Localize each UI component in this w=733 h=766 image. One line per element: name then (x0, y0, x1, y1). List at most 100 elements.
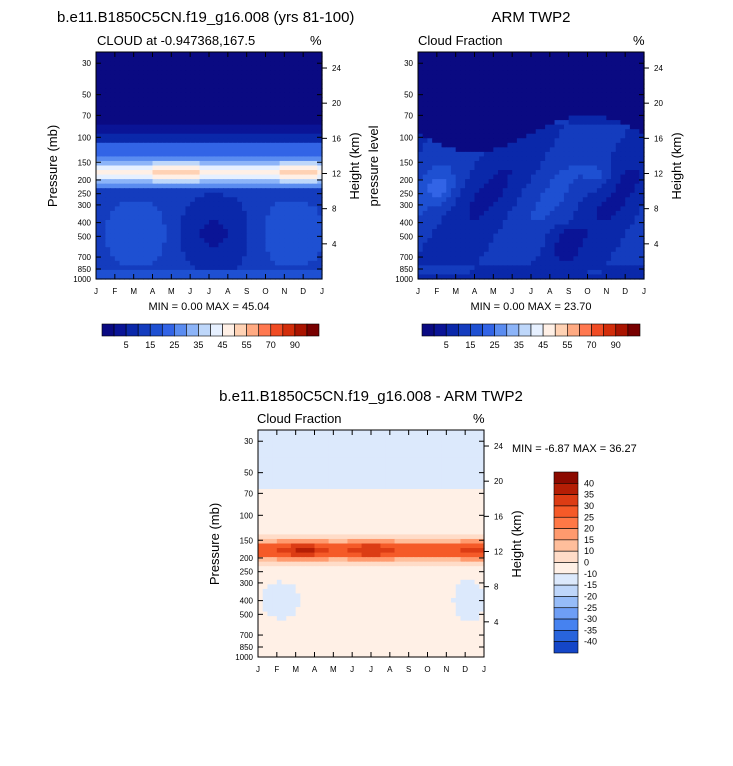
model-field-cell (105, 269, 111, 276)
obs-field-cell (578, 197, 584, 203)
obs-field-cell (629, 192, 636, 198)
model-field-cell (176, 274, 182, 280)
model-field-cell (124, 92, 130, 98)
model-field-cell (100, 92, 107, 98)
obs-field-cell (587, 188, 593, 194)
model-field-cell (279, 206, 285, 212)
model-field-cell (180, 111, 187, 117)
obs-field-cell (465, 274, 471, 280)
obs-field-cell (526, 233, 532, 239)
obs-field-cell (483, 238, 490, 244)
obs-field-cell (625, 215, 631, 221)
obs-field-cell (634, 219, 640, 226)
obs-field-cell (498, 192, 504, 198)
obs-field-cell (483, 201, 490, 207)
obs-field-cell (596, 238, 603, 244)
obs-field-cell (531, 233, 537, 239)
obs-field-cell (582, 197, 589, 203)
model-field-cell (289, 74, 295, 80)
obs-field-cell (427, 79, 433, 85)
obs-field-cell (474, 188, 480, 194)
obs-field-cell (625, 170, 631, 176)
obs-field-cell (540, 210, 546, 217)
obs-field-cell (418, 206, 424, 212)
obs-field-cell (559, 142, 565, 148)
obs-field-cell (615, 133, 622, 139)
obs-field-cell (465, 265, 471, 271)
obs-field-cell (578, 242, 584, 248)
obs-field-cell (498, 65, 504, 71)
model-field-cell (166, 52, 172, 58)
model-field-cell (171, 156, 177, 162)
obs-field-cell (582, 174, 589, 180)
obs-field-cell (573, 142, 579, 148)
model-field-cell (161, 242, 168, 248)
obs-field-cell (596, 147, 603, 153)
model-field-cell (161, 61, 168, 67)
obs-field-cell (507, 111, 513, 117)
obs-field-cell (516, 188, 523, 194)
obs-field-cell (549, 142, 556, 148)
model-field-cell (307, 210, 314, 217)
obs-field-cell (432, 52, 438, 58)
model-field-cell (303, 265, 309, 271)
obs-field-cell (507, 210, 513, 217)
model-field-cell (246, 233, 252, 239)
model-field-cell (298, 188, 304, 194)
obs-field-cell (535, 206, 542, 212)
model-field-cell (119, 265, 125, 271)
model-field-cell (105, 83, 111, 89)
obs-field-cell (483, 115, 490, 121)
obs-field-cell (455, 106, 461, 112)
pressure-tick-label: 70 (404, 111, 413, 120)
model-field-cell (213, 56, 220, 62)
model-field-cell (138, 120, 144, 126)
model-field-cell (251, 197, 257, 203)
model-field-cell (152, 210, 158, 217)
obs-field-cell (526, 265, 532, 271)
obs-field-cell (498, 242, 504, 248)
obs-field-cell (587, 52, 593, 58)
model-field-cell (270, 201, 276, 207)
obs-field-cell (535, 120, 542, 126)
obs-field-cell (441, 192, 447, 198)
model-field-cell (284, 210, 290, 217)
model-field-cell (128, 192, 135, 198)
obs-field-cell (563, 79, 570, 85)
obs-field-cell (436, 138, 443, 144)
model-field-cell (298, 224, 304, 230)
model-field-cell (199, 83, 205, 89)
model-field-cell (223, 160, 229, 167)
obs-field-cell (563, 142, 570, 148)
obs-field-cell (596, 233, 603, 239)
model-field-cell (303, 233, 309, 239)
obs-field-cell (545, 238, 551, 244)
obs-field-cell (620, 101, 626, 108)
model-field-cell (100, 256, 107, 262)
obs-field-cell (455, 124, 461, 130)
obs-field-cell (488, 101, 494, 108)
model-field-cell (152, 215, 158, 221)
model-field-cell (114, 224, 121, 230)
obs-field-cell (563, 260, 570, 266)
model-field-cell (284, 74, 290, 80)
obs-field-cell (578, 65, 584, 71)
obs-field-cell (512, 79, 518, 85)
model-field-cell (176, 265, 182, 271)
obs-field-cell (573, 192, 579, 198)
model-field-cell (152, 83, 158, 89)
model-field-cell (223, 156, 229, 162)
obs-field-cell (611, 147, 617, 153)
obs-field-cell (554, 70, 560, 76)
obs-field-cell (611, 210, 617, 217)
model-field-cell (185, 265, 191, 271)
model-field-cell (303, 142, 309, 148)
model-field-cell (260, 206, 267, 212)
model-field-cell (157, 101, 163, 108)
obs-field-cell (549, 65, 556, 71)
model-labelbar-label: 55 (242, 340, 252, 350)
model-field-cell (223, 120, 229, 126)
model-field-cell (256, 88, 262, 94)
obs-field-cell (465, 256, 471, 262)
model-field-cell (96, 197, 102, 203)
